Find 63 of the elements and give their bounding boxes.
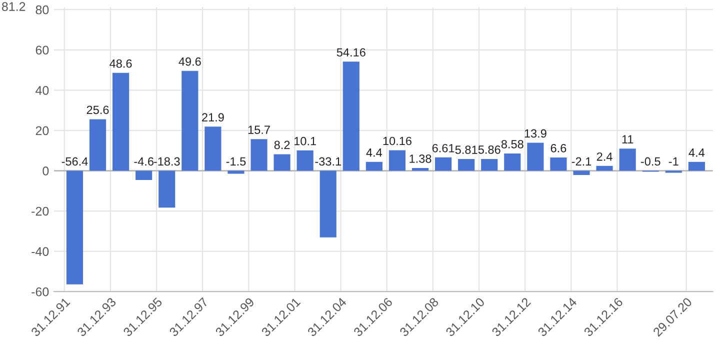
- data-label: 2.4: [596, 152, 612, 161]
- y-tick-label: -20: [32, 206, 49, 216]
- data-label: 10.16: [383, 136, 412, 146]
- bar: [228, 170, 244, 174]
- data-label: 4.4: [688, 148, 705, 157]
- bar: [342, 62, 360, 171]
- bar: [504, 153, 521, 171]
- bar: [274, 154, 290, 171]
- y-tick-label: 40: [36, 86, 49, 95]
- bar: [112, 72, 130, 171]
- data-label: 4.4: [366, 148, 382, 157]
- data-label: -18.3: [154, 157, 180, 166]
- data-label: -33.1: [315, 157, 341, 166]
- y-tick-label: 20: [36, 126, 49, 136]
- bar: [435, 157, 452, 171]
- data-label: -4.6: [134, 157, 154, 166]
- data-label: 49.6: [178, 57, 201, 66]
- bar: [388, 150, 406, 171]
- bar: [136, 170, 152, 180]
- bar: [320, 170, 336, 238]
- data-label: -1: [668, 157, 678, 166]
- bar: [182, 70, 198, 171]
- bar: [458, 159, 475, 171]
- data-label: 6.61: [432, 144, 454, 152]
- data-label: 13.9: [524, 129, 546, 138]
- bar: [527, 142, 544, 171]
- bar: [688, 162, 705, 171]
- bar: [596, 166, 613, 171]
- bar: [66, 170, 84, 284]
- bar: [89, 119, 106, 171]
- data-label: 8.2: [274, 140, 290, 150]
- y-tick-label: -60: [32, 287, 49, 296]
- data-label: 5.81: [455, 146, 478, 154]
- data-label: 15.7: [248, 126, 270, 134]
- bar: [550, 157, 567, 171]
- y-tick-label: 0: [42, 166, 49, 176]
- data-label: 48.6: [110, 59, 132, 68]
- data-label: 11: [622, 135, 634, 144]
- data-label: 21.9: [202, 113, 224, 122]
- data-label: -2.1: [572, 157, 592, 166]
- data-label: 6.6: [550, 144, 566, 152]
- bar: [481, 158, 498, 171]
- data-label: -0.5: [640, 157, 660, 166]
- y-tick-label: -40: [32, 247, 49, 256]
- bar: [158, 170, 176, 208]
- bar: [250, 139, 268, 171]
- y-tick-label: 80: [36, 5, 49, 14]
- y-tick-label: 60: [36, 46, 49, 55]
- bar: [296, 150, 314, 171]
- bar: [366, 162, 382, 171]
- bar: [204, 126, 222, 171]
- data-label: 54.16: [336, 48, 366, 57]
- data-label: 8.58: [501, 140, 524, 148]
- data-label: 10.1: [294, 136, 316, 146]
- data-label: -56.4: [62, 157, 88, 166]
- data-label: 5.86: [478, 145, 500, 154]
- bar: [412, 168, 429, 171]
- data-label: -1.5: [226, 157, 246, 166]
- bar: [619, 148, 636, 171]
- data-label: 25.6: [86, 106, 109, 114]
- data-label: 1.38: [410, 154, 432, 163]
- text: 81.2: [2, 2, 26, 11]
- bar: [573, 170, 590, 175]
